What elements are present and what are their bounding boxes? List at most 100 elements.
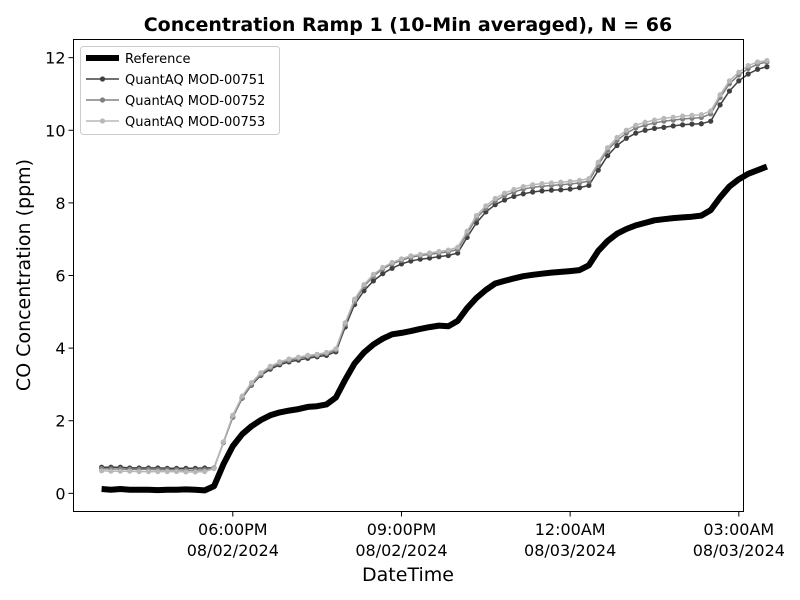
series-point — [426, 255, 433, 261]
series-point — [127, 468, 133, 474]
series-point — [426, 250, 433, 256]
series-point — [754, 66, 761, 72]
series-point — [576, 177, 583, 183]
series-point — [679, 122, 686, 128]
legend-box — [80, 46, 280, 135]
y-tick-label: 4 — [55, 339, 65, 358]
series-point — [295, 354, 301, 360]
series-point — [698, 112, 704, 118]
series-point — [501, 197, 508, 203]
series-point — [455, 244, 461, 250]
series-point — [623, 127, 629, 133]
series-point — [445, 252, 451, 259]
series-point — [670, 114, 676, 120]
series-point — [211, 466, 217, 472]
series-point — [380, 264, 386, 271]
chart-title: Concentration Ramp 1 (10-Min averaged), … — [144, 14, 673, 36]
series-point — [520, 191, 526, 197]
series-point — [483, 203, 489, 209]
series-point — [361, 281, 367, 288]
y-tick-label: 12 — [45, 49, 65, 68]
series-point — [436, 254, 442, 260]
series-point — [192, 469, 198, 475]
series-point — [164, 468, 170, 475]
series-point — [708, 108, 714, 114]
series-point — [605, 145, 611, 151]
series-point — [605, 153, 611, 159]
series-point — [651, 125, 658, 132]
series-point — [595, 159, 601, 165]
series-point — [445, 247, 451, 253]
series-point — [586, 182, 592, 189]
series-point — [220, 439, 227, 445]
series-point — [455, 250, 461, 256]
series-point — [689, 121, 695, 127]
series-point — [576, 185, 583, 191]
series-point — [408, 258, 414, 264]
series-point — [286, 356, 292, 362]
series-point — [277, 359, 283, 365]
series-point — [679, 113, 686, 119]
legend-marker — [99, 76, 106, 82]
series-point — [558, 187, 564, 193]
series-point — [492, 195, 498, 202]
series-point — [661, 115, 667, 121]
series-point — [614, 142, 620, 149]
series-point — [558, 179, 564, 185]
x-tick-date-label: 08/02/2024 — [355, 541, 447, 560]
series-point — [726, 78, 733, 84]
series-point — [239, 393, 245, 399]
series-point — [661, 124, 667, 130]
series-point — [108, 468, 114, 474]
series-point — [389, 265, 395, 271]
series-point — [511, 186, 517, 193]
y-tick-label: 2 — [55, 412, 65, 431]
series-point — [717, 92, 723, 98]
series-point — [736, 78, 742, 84]
series-point — [342, 320, 348, 326]
series-point — [520, 183, 526, 190]
series-point — [492, 202, 498, 208]
y-axis: 0 2 4 6 8 10 12 — [45, 49, 74, 503]
x-axis-title: DateTime — [362, 564, 454, 586]
series-point — [230, 412, 236, 418]
series-point — [595, 167, 601, 173]
series-point — [145, 468, 152, 475]
series-point — [398, 256, 405, 262]
series-point — [117, 468, 123, 474]
series-point — [698, 121, 704, 127]
x-tick-date-label: 08/02/2024 — [187, 541, 279, 560]
series-point — [633, 130, 639, 136]
series-point — [764, 64, 770, 70]
series-point — [736, 69, 742, 75]
series-point — [380, 271, 386, 277]
series-point — [586, 175, 592, 182]
x-tick-time-label: 12:00AM — [535, 520, 606, 539]
series-line-0 — [101, 163, 768, 494]
series-point — [333, 346, 339, 352]
y-tick-label: 0 — [55, 484, 65, 503]
series-point — [670, 123, 676, 129]
y-tick-label: 10 — [45, 121, 65, 140]
series-point — [155, 468, 161, 475]
series-point — [745, 71, 751, 77]
series-point — [708, 118, 714, 124]
series-point — [258, 370, 264, 376]
legend-label: QuantAQ MOD-00752 — [125, 94, 265, 109]
series-point — [370, 278, 376, 284]
legend-label: QuantAQ MOD-00751 — [125, 73, 265, 88]
series-point — [530, 189, 536, 195]
legend-marker — [99, 97, 106, 103]
y-tick-label: 6 — [55, 267, 65, 286]
series-point — [501, 190, 508, 196]
series-point — [323, 349, 330, 356]
y-axis-title: CO Concentration (ppm) — [13, 159, 35, 391]
series-point — [651, 117, 658, 123]
series-point — [473, 212, 480, 219]
series-point — [436, 248, 442, 255]
legend-label: QuantAQ MOD-00753 — [125, 115, 265, 130]
series-point — [314, 351, 320, 357]
x-tick-time-label: 09:00PM — [367, 520, 437, 539]
series-point — [305, 352, 311, 358]
